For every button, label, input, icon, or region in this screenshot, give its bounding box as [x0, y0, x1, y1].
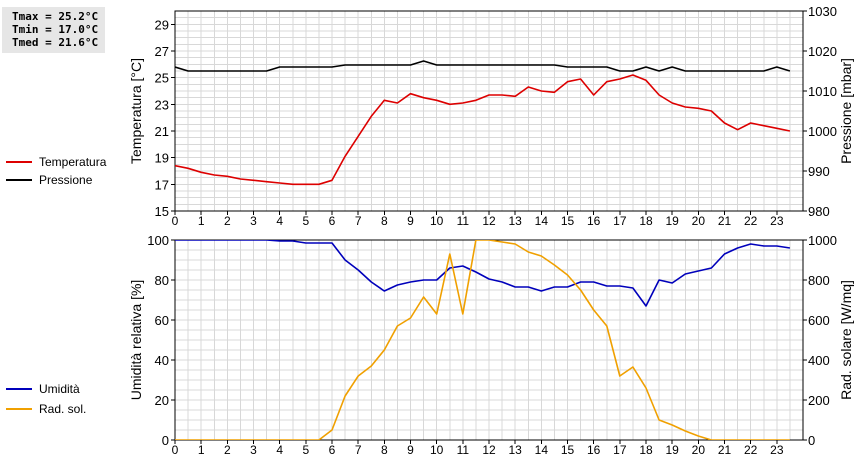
temp-x-tick-label: 13	[508, 214, 522, 228]
hum-y2-tick-label: 600	[808, 313, 830, 328]
temp-y-tick-label: 17	[155, 177, 169, 192]
hum-x-tick-label: 20	[692, 443, 706, 457]
hum-x-tick-label: 16	[587, 443, 601, 457]
temp-y2-tick-label: 980	[808, 204, 830, 219]
temperature-pressure-chart: 0 1 2 3 4 5 6 7 8 9 10 11 12 13 14 15 16 17 18 19 20 21 22 2315…	[128, 4, 854, 228]
hum-x-tick-label: 14	[535, 443, 549, 457]
hum-y2-axis-title: Rad. solare [W/mq]	[838, 280, 854, 400]
hum-x-tick-label: 4	[276, 443, 283, 457]
tmed-text: Tmed = 21.6°C	[12, 36, 99, 49]
series-rad-sol-line	[175, 240, 790, 440]
temp-x-tick-label: 1	[198, 214, 205, 228]
temp-y2-tick-label: 1030	[808, 4, 837, 19]
temp-y-tick-label: 29	[155, 17, 169, 32]
temp-y2-tick-label: 1020	[808, 44, 837, 59]
temp-grid	[175, 11, 803, 211]
legend-radsol-label: Rad. sol.	[39, 402, 87, 416]
hum-x-tick-label: 23	[770, 443, 784, 457]
legend-pressione-label: Pressione	[39, 173, 93, 187]
hum-y2-tick-label: 200	[808, 393, 830, 408]
temp-x-tick-label: 8	[381, 214, 388, 228]
hum-y-tick-label: 80	[155, 273, 169, 288]
temp-x-tick-label: 20	[692, 214, 706, 228]
hum-x-tick-label: 22	[744, 443, 758, 457]
temp-x-tick-label: 9	[407, 214, 414, 228]
hum-y-tick-label: 0	[162, 433, 169, 448]
temp-x-tick-label: 5	[302, 214, 309, 228]
legend-radsol-swatch	[6, 408, 32, 410]
hum-x-tick-label: 9	[407, 443, 414, 457]
hum-x-tick-label: 12	[482, 443, 496, 457]
hum-y-tick-label: 60	[155, 313, 169, 328]
legend-umidita-swatch	[6, 388, 32, 390]
temp-x-tick-label: 3	[250, 214, 257, 228]
hum-y2-tick-label: 800	[808, 273, 830, 288]
hum-x-tick-label: 13	[508, 443, 522, 457]
hum-x-tick-label: 11	[457, 443, 470, 457]
hum-x-tick-label: 7	[355, 443, 362, 457]
temp-y-tick-label: 21	[155, 124, 169, 139]
temp-x-tick-label: 0	[172, 214, 179, 228]
temp-y-tick-label: 25	[155, 71, 169, 86]
hum-x-tick-label: 5	[302, 443, 309, 457]
hum-x-tick-label: 15	[561, 443, 575, 457]
hum-x-tick-label: 2	[224, 443, 231, 457]
temp-x-tick-label: 23	[770, 214, 784, 228]
hum-y2-tick-label: 1000	[808, 233, 837, 248]
temp-x-tick-label: 16	[587, 214, 601, 228]
series-temperatura-line	[175, 74, 791, 186]
temp-y2-tick-label: 1010	[808, 84, 837, 99]
humidity-radiation-chart: 0 1 2 3 4 5 6 7 8 9 10 11 12 13 14 15 16 17 18 19 20 21 22 2302…	[128, 233, 854, 457]
temp-x-tick-label: 15	[561, 214, 575, 228]
legend-umidita-label: Umidità	[39, 382, 80, 396]
hum-x-tick-label: 3	[250, 443, 257, 457]
series-umidit-line	[175, 240, 791, 307]
temp-x-tick-label: 19	[665, 214, 679, 228]
temp-x-tick-label: 6	[329, 214, 336, 228]
legend-temperatura-label: Temperatura	[39, 155, 107, 169]
hum-x-tick-label: 0	[172, 443, 179, 457]
temp-y-tick-label: 15	[155, 204, 169, 219]
temp-x-tick-label: 12	[482, 214, 496, 228]
hum-y2-tick-label: 400	[808, 353, 830, 368]
hum-x-tick-label: 18	[639, 443, 653, 457]
hum-y-tick-label: 40	[155, 353, 169, 368]
hum-grid	[175, 240, 803, 440]
temp-x-tick-label: 11	[457, 214, 470, 228]
temp-x-tick-label: 4	[276, 214, 283, 228]
stats-box: Tmax = 25.2°C Tmin = 17.0°C Tmed = 21.6°…	[2, 7, 105, 53]
temp-x-tick-label: 14	[535, 214, 549, 228]
temp-x-tick-label: 17	[613, 214, 627, 228]
temp-y-tick-label: 27	[155, 44, 169, 59]
temp-y-axis-title: Temperatura [°C]	[128, 58, 144, 164]
hum-y-tick-label: 100	[147, 233, 169, 248]
temp-x-tick-label: 10	[430, 214, 444, 228]
temp-y2-axis-title: Pressione [mbar]	[838, 58, 854, 164]
hum-x-tick-label: 10	[430, 443, 444, 457]
hum-y-tick-label: 20	[155, 393, 169, 408]
hum-y-axis-title: Umidità relativa [%]	[128, 280, 144, 401]
legend-pressione-swatch	[6, 179, 32, 181]
temp-x-tick-label: 2	[224, 214, 231, 228]
hum-y2-tick-label: 0	[808, 433, 815, 448]
hum-x-tick-label: 21	[718, 443, 732, 457]
tmax-text: Tmax = 25.2°C	[12, 10, 99, 23]
temp-x-tick-label: 18	[639, 214, 653, 228]
hum-x-tick-label: 19	[665, 443, 679, 457]
temp-y2-tick-label: 990	[808, 164, 830, 179]
hum-x-tick-label: 8	[381, 443, 388, 457]
legend-temperatura-swatch	[6, 161, 32, 163]
series-pressione-line	[175, 60, 791, 72]
temp-y2-tick-label: 1000	[808, 124, 837, 139]
hum-x-tick-label: 1	[198, 443, 205, 457]
temp-x-tick-label: 7	[355, 214, 362, 228]
hum-x-tick-label: 17	[613, 443, 627, 457]
temp-x-tick-label: 21	[718, 214, 732, 228]
temp-x-tick-label: 22	[744, 214, 758, 228]
temp-y-tick-label: 23	[155, 97, 169, 112]
temp-y-tick-label: 19	[155, 151, 169, 166]
hum-x-tick-label: 6	[329, 443, 336, 457]
tmin-text: Tmin = 17.0°C	[12, 23, 99, 36]
